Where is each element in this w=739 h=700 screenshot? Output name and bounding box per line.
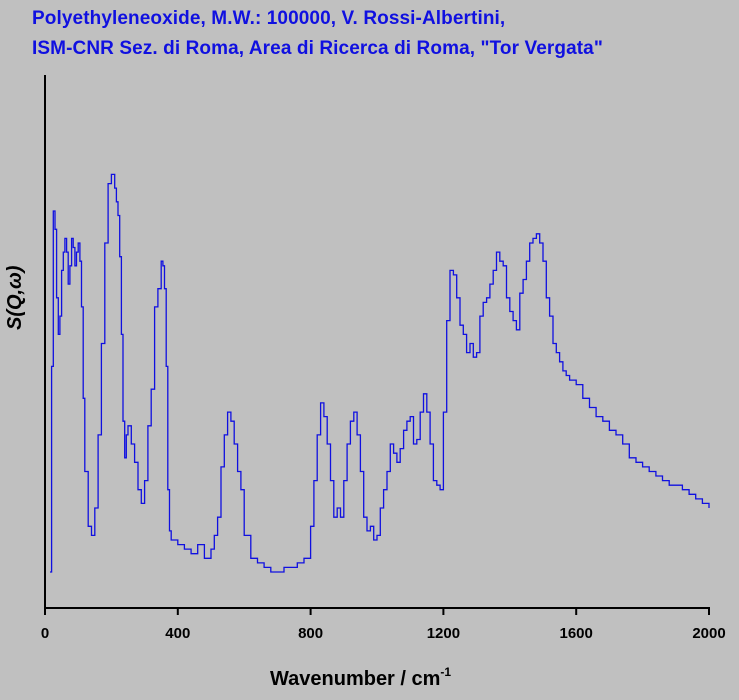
chart-title-line-2: ISM-CNR Sez. di Roma, Area di Ricerca di… xyxy=(32,38,603,59)
x-tick-label: 2000 xyxy=(692,625,725,642)
chart-title-line-1: Polyethyleneoxide, M.W.: 100000, V. Ross… xyxy=(32,8,506,29)
x-tick-label: 0 xyxy=(41,625,49,642)
x-axis-label-text: Wavenumber / cm xyxy=(270,668,441,690)
plot-area xyxy=(50,173,710,573)
x-tick-label: 800 xyxy=(298,625,323,642)
x-tick-label: 400 xyxy=(165,625,190,642)
axes xyxy=(44,75,710,609)
x-axis-label: Wavenumber / cm-1 xyxy=(270,665,451,691)
spectrum-trace xyxy=(50,173,710,573)
x-ticks: 0 400 800 1200 1600 2000 xyxy=(41,608,726,642)
x-tick-label: 1200 xyxy=(427,625,460,642)
y-axis-label: S(Q,ω) xyxy=(4,265,26,330)
x-axis-label-exponent: -1 xyxy=(440,665,452,679)
x-tick-label: 1600 xyxy=(560,625,593,642)
